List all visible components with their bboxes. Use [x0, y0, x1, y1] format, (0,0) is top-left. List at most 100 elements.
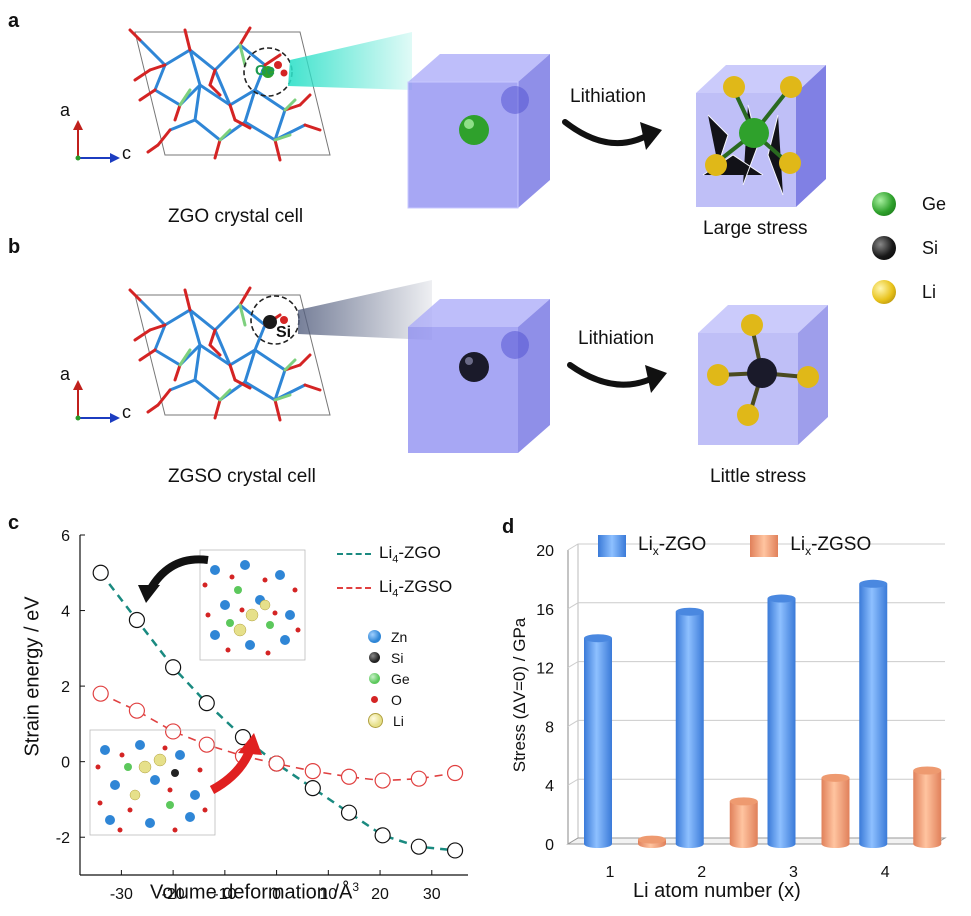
data-point-li4-zgso: [446, 764, 464, 782]
data-point-li4-zgso: [410, 770, 427, 787]
data-point-li4-zgo: [92, 564, 109, 581]
chart-d-gridline: [567, 661, 945, 669]
data-point-li4-zgo: [446, 842, 464, 859]
bar-lix-zgo-cap: [859, 579, 888, 588]
inset-legend-ge: Ge: [368, 668, 410, 689]
zgo-caption: ZGO crystal cell: [168, 206, 304, 227]
chart-d-ytick-label: 0: [545, 837, 554, 854]
bar-lix-zgso-cap: [913, 766, 942, 775]
bar-lix-zgo-cap: [767, 594, 796, 603]
chart-c-ytick-label: -2: [56, 830, 70, 847]
o-atom-icon: [371, 696, 378, 703]
ge-atom-small-icon: [369, 673, 380, 684]
ge-site-label: Ge: [255, 62, 276, 79]
bar-lix-zgso-base: [729, 840, 758, 848]
chart-c-xtick-label: 10: [319, 886, 337, 903]
lithiation-label-a: Lithiation: [570, 86, 647, 107]
red-dash-swatch: [337, 587, 371, 589]
zgso-caption: ZGSO crystal cell: [168, 466, 316, 487]
chart-d-ytick-label: 4: [545, 778, 554, 795]
legend-item-li: Li: [872, 270, 962, 314]
panel-letter-c: c: [8, 512, 20, 534]
lithiation-arrow-a: [562, 119, 662, 150]
chart-d-ylabel: Stress (ΔV=0) / GPa: [510, 617, 529, 773]
zn-atom-icon: [368, 630, 381, 643]
chart-c-xlabel: Volume deformation /Å3: [150, 880, 360, 904]
lithiated-zgso-cube: [698, 305, 828, 445]
bar-lix-zgso-cap: [821, 773, 850, 782]
chart-c-ytick-label: 2: [61, 679, 70, 696]
li-atom-small-icon: [368, 713, 383, 728]
zgso-lithiated-structure-inset: [89, 729, 216, 836]
panel-letter-b: b: [8, 236, 21, 258]
legend-swatch-zgso: [750, 534, 779, 557]
chart-d-ytick-label: 20: [536, 543, 554, 560]
zgo-crystal-cell: [128, 26, 412, 162]
data-point-li4-zgo: [165, 659, 182, 676]
bar-lix-zgso: [821, 777, 850, 844]
bar-lix-zgo-base: [767, 840, 796, 848]
data-point-li4-zgo: [198, 695, 215, 712]
legend-label-zgso: Lix-ZGSO: [790, 534, 872, 558]
chart-d-ytick-label: 8: [545, 719, 554, 736]
legend-label-zgo: Lix-ZGO: [638, 534, 707, 558]
chart-c-xtick-label: 30: [423, 886, 441, 903]
data-point-li4-zgso: [92, 685, 109, 702]
bar-lix-zgo-base: [584, 840, 612, 848]
bar-lix-zgso-base: [913, 840, 942, 848]
si-site-cube: [408, 299, 550, 453]
legend-swatch-zgo: [598, 534, 626, 557]
chart-c-xtick-label: -20: [162, 886, 185, 903]
bar-lix-zgo-cap: [584, 634, 612, 643]
data-point-li4-zgo: [128, 611, 146, 629]
si-atom-small-icon: [369, 652, 380, 663]
data-point-li4-zgso: [165, 723, 182, 740]
data-point-li4-zgo: [340, 804, 358, 821]
bar-lix-zgo: [859, 583, 888, 844]
data-point-li4-zgo: [304, 780, 321, 797]
lithiation-arrow-b: [567, 362, 667, 393]
bar-lix-zgso-cap: [729, 797, 758, 806]
bar-lix-zgso-cap: [638, 835, 666, 844]
chart-d-ytick-label: 12: [536, 661, 554, 678]
data-point-li4-zgo: [234, 729, 252, 746]
legend-item-ge: Ge: [872, 182, 962, 226]
chart-c-ytick-label: 6: [61, 528, 70, 545]
data-point-li4-zgso: [340, 768, 358, 785]
inset-legend-o: O: [368, 689, 410, 710]
zgso-crystal-cell: [128, 280, 432, 422]
chart-d-gridline: [567, 543, 945, 551]
chart-d-legend: Lix-ZGO Lix-ZGSO: [598, 534, 871, 558]
zgo-lithiated-structure-inset: [199, 549, 306, 661]
chart-d-ytick-label: 16: [536, 602, 554, 619]
chart-d-gridline: [567, 602, 945, 610]
inset-legend-si: Si: [368, 647, 410, 668]
chart-c-ylabel: Strain energy / eV: [21, 596, 44, 757]
chart-d-xtick-label: 2: [697, 864, 706, 881]
chart-c-xtick-label: -30: [110, 886, 133, 903]
panel-letter-a: a: [8, 10, 20, 32]
data-point-li4-zgo: [410, 838, 427, 855]
bar-lix-zgso-base: [821, 840, 850, 848]
panel-letter-d: d: [502, 516, 515, 538]
chart-c-ytick-label: 4: [61, 604, 70, 621]
si-atom-icon: [872, 236, 896, 260]
teal-dash-swatch: [337, 553, 371, 555]
legend-item-si: Si: [872, 226, 962, 270]
li-atom-icon: [872, 280, 896, 304]
series-line-li4-zgso: [100, 692, 456, 782]
data-point-li4-zgso: [374, 772, 391, 789]
chart-d-xtick-label: 1: [606, 864, 615, 881]
chart-c-xtick-label: 0: [272, 886, 281, 903]
bar-lix-zgo: [675, 611, 704, 844]
bar-lix-zgo: [584, 638, 612, 844]
ge-site-cube: [407, 54, 550, 209]
lithiation-label-b: Lithiation: [578, 328, 655, 349]
bar-lix-zgo-base: [859, 840, 888, 848]
chart-d-xtick-label: 3: [789, 864, 798, 881]
data-point-li4-zgso: [128, 702, 146, 719]
legend-li4-zgso: Li4-ZGSO: [337, 571, 452, 605]
chart-d-gridline: [567, 719, 945, 727]
